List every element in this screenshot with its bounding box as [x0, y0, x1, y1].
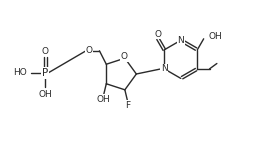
Text: OH: OH — [208, 32, 222, 41]
Text: O: O — [121, 52, 128, 61]
Text: P: P — [42, 68, 48, 78]
Text: OH: OH — [209, 32, 223, 41]
Text: O: O — [42, 47, 49, 56]
Text: O: O — [154, 30, 161, 39]
Text: N: N — [177, 36, 184, 45]
Text: OH: OH — [97, 95, 111, 104]
Text: OH: OH — [38, 90, 52, 99]
Text: HO: HO — [13, 68, 26, 77]
Text: OH: OH — [38, 90, 52, 99]
Text: O: O — [42, 47, 49, 56]
Text: OH: OH — [97, 95, 111, 104]
Text: O: O — [86, 46, 93, 55]
Text: F: F — [125, 101, 130, 110]
Text: O: O — [154, 29, 161, 38]
Text: HO: HO — [13, 68, 26, 77]
Text: P: P — [42, 68, 48, 78]
Text: N: N — [177, 36, 184, 45]
Text: O: O — [86, 46, 93, 55]
Text: N: N — [161, 64, 168, 73]
Text: O: O — [121, 53, 128, 61]
Text: N: N — [161, 64, 168, 73]
Text: F: F — [125, 101, 130, 110]
